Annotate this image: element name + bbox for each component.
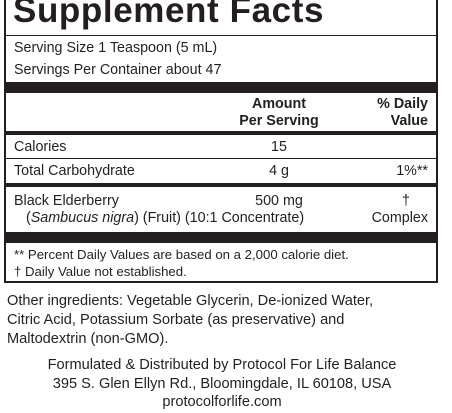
elderberry-dv-symbol: † [402, 193, 410, 209]
row-carb-dv: 1%** [396, 163, 428, 179]
elderberry-name: Black Elderberry [14, 193, 119, 209]
row-carb-name: Total Carbohydrate [14, 163, 135, 179]
row-calories-amount: 15 [271, 139, 287, 155]
dv-header-1: % Daily [377, 96, 428, 112]
elderberry-detail-line: (Sambucus nigra) (Fruit) (10:1 Concentra… [26, 210, 304, 227]
elderberry-amount: 500 mg [255, 193, 303, 209]
footnote-dagger: † Daily Value not established. [14, 264, 187, 279]
supplement-facts-panel: Supplement Facts Serving Size 1 Teaspoon… [4, 0, 438, 283]
thick-rule-bottom [6, 232, 436, 243]
row-carb-amount: 4 g [269, 163, 289, 179]
amount-header-2: Per Serving [239, 113, 319, 129]
dv-header-2: Value [390, 113, 428, 129]
other-ingredients-line-1: Other ingredients: Vegetable Glycerin, D… [7, 293, 374, 309]
serving-size: Serving Size 1 Teaspoon (5 mL) [14, 40, 218, 56]
thick-rule-top [6, 82, 436, 93]
row-calories-name: Calories [14, 139, 67, 155]
distributor-line-1: Formulated & Distributed by Protocol For… [47, 357, 397, 373]
elderberry-open-paren: ( [26, 210, 31, 226]
distributor-website: protocolforlife.com [162, 394, 282, 410]
amount-header-1: Amount [252, 96, 306, 112]
other-ingredients-line-2: Citric Acid, Potassium Sorbate (as prese… [7, 312, 345, 328]
elderberry-latin: Sambucus nigra [30, 210, 135, 226]
elderberry-detail: ) (Fruit) (10:1 Concentrate) [134, 210, 305, 226]
title-rule [6, 35, 436, 36]
footnote-percent: ** Percent Daily Values are based on a 2… [14, 247, 349, 262]
row-rule-1 [6, 158, 436, 159]
panel-title: Supplement Facts [13, 0, 325, 30]
row-rule-2 [6, 183, 436, 187]
distributor-address: 395 S. Glen Ellyn Rd., Bloomingdale, IL … [52, 376, 392, 392]
other-ingredients-line-3: Maltodextrin (non-GMO). [7, 331, 169, 347]
header-rule [6, 131, 436, 135]
elderberry-dv-note: Complex [371, 210, 428, 226]
servings-per-container: Servings Per Container about 47 [14, 62, 222, 78]
